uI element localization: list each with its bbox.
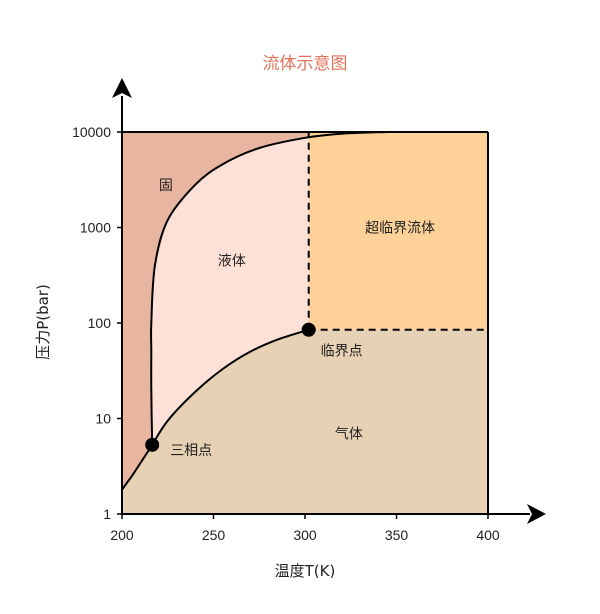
tick-labels-layer: 200 250 300 350 400 1 10 100 1000 10000 <box>72 124 500 543</box>
y-axis-label: 压力P(bar) <box>34 284 52 360</box>
vaporization-curve <box>151 328 310 446</box>
x-tick-label: 250 <box>202 527 226 543</box>
axes-layer <box>112 78 546 524</box>
y-tick-label: 10 <box>95 411 111 427</box>
triple-point-marker <box>145 437 160 452</box>
x-tick-label: 350 <box>385 527 409 543</box>
y-tick-label: 100 <box>88 315 112 331</box>
y-axis-arrow-icon <box>112 78 132 98</box>
region-label-liquid: 液体 <box>218 254 246 270</box>
region-liquid <box>151 136 309 445</box>
x-tick-label: 300 <box>293 527 317 543</box>
x-axis-arrow-icon <box>527 504 546 524</box>
critical-point-label: 临界点 <box>321 344 363 360</box>
regions-layer <box>122 132 488 514</box>
y-tick-label: 1 <box>103 506 111 522</box>
triple-point-label: 三相点 <box>170 443 212 459</box>
y-tick-label: 1000 <box>80 220 111 236</box>
region-gas <box>122 329 488 514</box>
region-supercritical <box>308 132 488 330</box>
y-tick-label: 10000 <box>72 124 111 140</box>
critical-point-marker <box>301 322 316 337</box>
x-axis-label: 温度T(K) <box>275 562 336 580</box>
region-label-gas: 气体 <box>335 426 363 442</box>
region-label-supercritical: 超临界流体 <box>365 221 435 237</box>
points-layer: 三相点 临界点 <box>145 322 363 459</box>
x-tick-label: 200 <box>110 527 134 543</box>
x-tick-label: 400 <box>476 527 500 543</box>
region-label-solid: 固 <box>159 178 173 194</box>
region-solid <box>122 132 388 490</box>
chart-title: 流体示意图 <box>263 54 348 74</box>
